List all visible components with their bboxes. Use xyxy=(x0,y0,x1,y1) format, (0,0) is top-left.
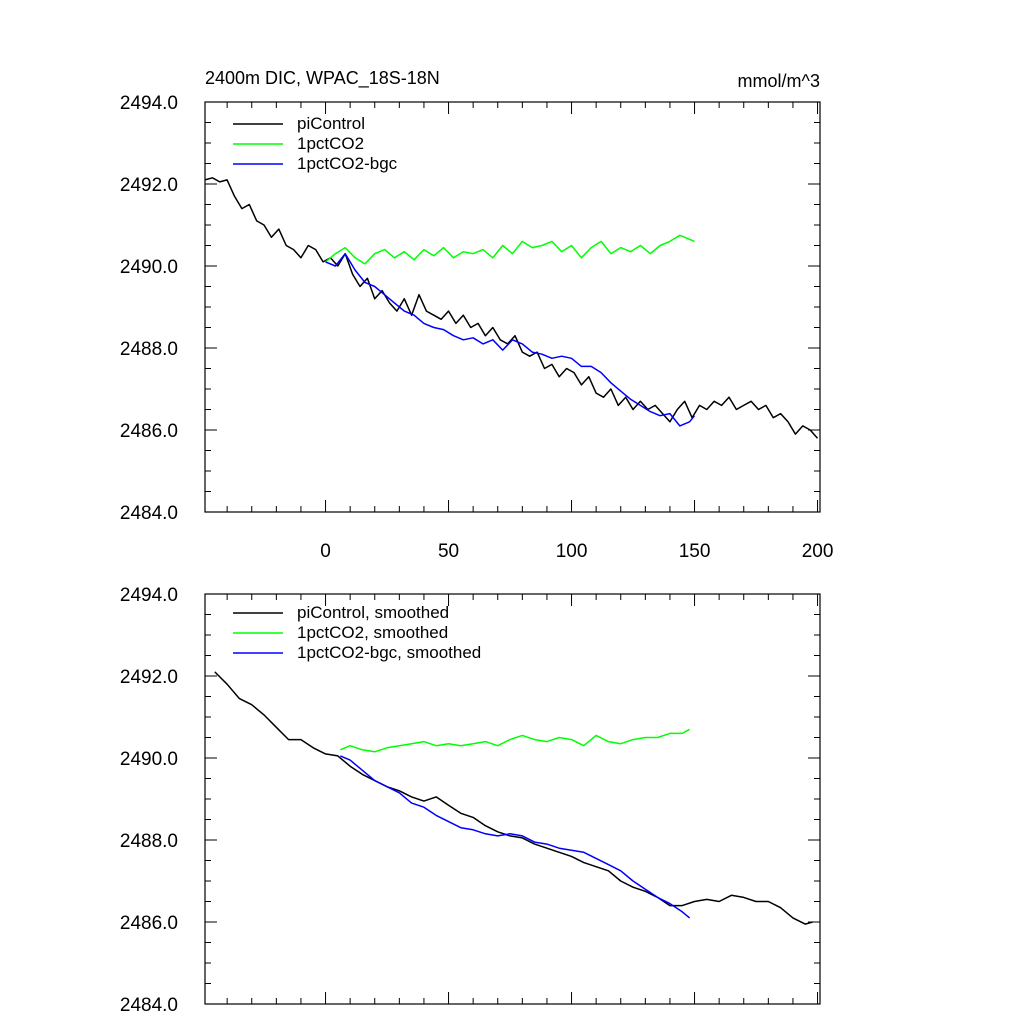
y-tick-label: 2484.0 xyxy=(120,503,178,524)
legend-label: piControl xyxy=(297,114,365,133)
series-line-1pctco2-smoothed xyxy=(340,728,690,753)
legend-label: piControl, smoothed xyxy=(297,603,449,622)
y-tick-label: 2484.0 xyxy=(120,995,178,1016)
y-tick-label: 2486.0 xyxy=(120,421,178,442)
units-label: mmol/m^3 xyxy=(738,71,820,91)
y-tick-label: 2488.0 xyxy=(120,339,178,360)
x-tick-label: 100 xyxy=(556,541,588,562)
y-tick-label: 2492.0 xyxy=(120,667,178,688)
y-tick-label: 2490.0 xyxy=(120,749,178,770)
y-tick-label: 2490.0 xyxy=(120,257,178,278)
series-line-1pctco2 xyxy=(325,234,695,265)
legend-label: 1pctCO2 xyxy=(297,134,364,153)
chart-panel-1: 2484.0 2486.0 2488.0 2490.0 2492.0 2494.0 0 50 1… xyxy=(120,93,834,562)
series-line-1pctco2-bgc-smoothed xyxy=(340,755,691,919)
series-line-picontrol xyxy=(204,177,819,439)
series-line-1pctco2-bgc xyxy=(325,252,696,427)
legend-label: 1pctCO2, smoothed xyxy=(297,623,448,642)
y-tick-label: 2494.0 xyxy=(120,93,178,114)
x-tick-label: 0 xyxy=(320,541,331,562)
series-line-picontrol-smoothed xyxy=(214,671,813,925)
y-tick-label: 2494.0 xyxy=(120,585,178,606)
chart-panel-2: 2484.0 2486.0 2488.0 2490.0 2492.0 2494.0 piCo… xyxy=(120,585,821,1016)
y-tick-label: 2486.0 xyxy=(120,913,178,934)
y-tick-label: 2488.0 xyxy=(120,831,178,852)
legend-label: 1pctCO2-bgc, smoothed xyxy=(297,643,481,662)
x-tick-label: 200 xyxy=(802,541,834,562)
x-tick-label: 150 xyxy=(679,541,711,562)
legend-label: 1pctCO2-bgc xyxy=(297,154,398,173)
y-tick-label: 2492.0 xyxy=(120,175,178,196)
chart-title: 2400m DIC, WPAC_18S-18N xyxy=(205,68,440,89)
x-tick-label: 50 xyxy=(438,541,459,562)
